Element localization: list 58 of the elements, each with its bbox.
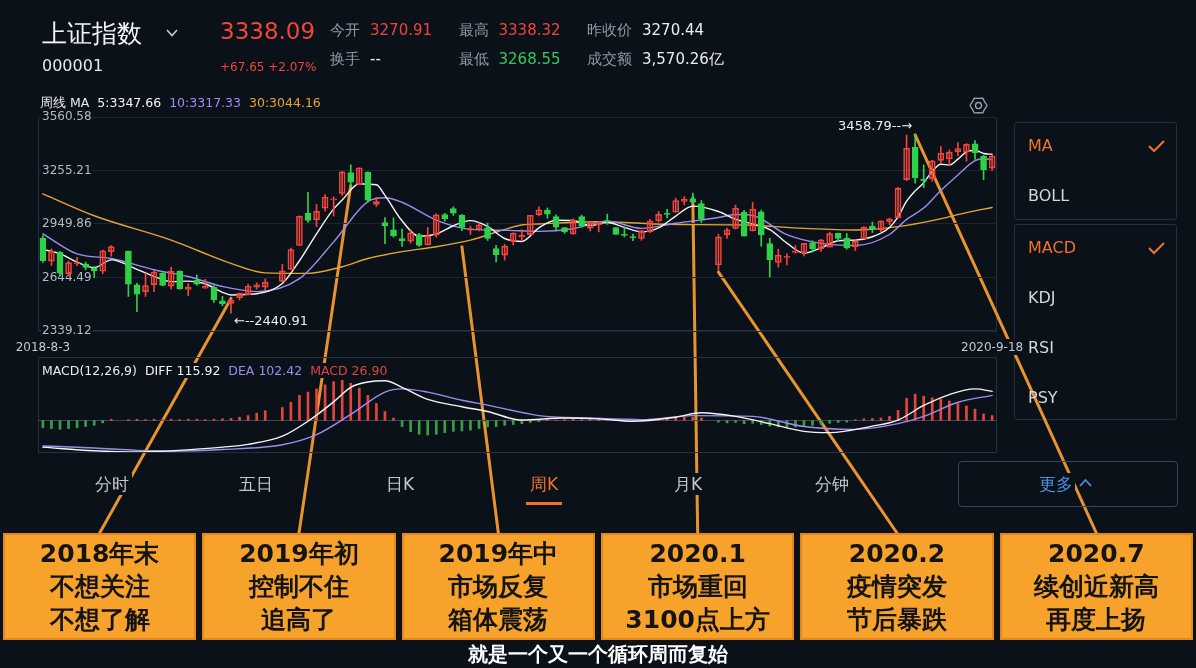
text: 分钟	[812, 473, 852, 495]
text: KDJ	[1028, 288, 1056, 308]
text: 最高	[458, 21, 489, 40]
legend-title: 周线 MA	[40, 95, 90, 111]
text: --	[370, 50, 381, 69]
text: MACD	[1028, 238, 1076, 258]
text: 成交额	[587, 50, 632, 69]
note-box: 2020.2 疫情突发 节后暴跌	[800, 533, 994, 640]
text: 周K	[526, 473, 562, 495]
text: MA	[1028, 136, 1053, 156]
annotation: 2019年初	[239, 538, 359, 570]
y-tick-label: 3560.58	[42, 109, 92, 124]
legend-title: MACD(12,26,9)	[42, 363, 137, 378]
text: 3,570.26亿	[642, 50, 724, 69]
annotation: 2018年末	[39, 538, 160, 570]
annotation: 2020.7	[1048, 538, 1145, 570]
text: 分时	[92, 473, 132, 495]
series-label: MACD 26.90	[310, 363, 388, 378]
annotation: 2020.2	[848, 538, 946, 570]
note-box: 2019年中 市场反复 箱体震荡	[401, 533, 595, 640]
x-tick-label: 2018-8-3	[15, 340, 71, 355]
text: 日K	[382, 473, 418, 495]
more-button: 更多	[958, 461, 1178, 507]
y-tick-label: 3255.21	[42, 162, 92, 177]
text: 五日	[236, 473, 276, 495]
annotation: 2019年中	[438, 538, 559, 570]
text: 最低	[458, 50, 489, 69]
text: +67.65 +2.07%	[220, 60, 317, 74]
note-box: 2020.1 市场重回 3100点上方	[601, 533, 795, 640]
text: 今开	[330, 21, 360, 40]
text: RSI	[1028, 338, 1054, 358]
y-tick-label: 2949.86	[42, 216, 92, 231]
text: 上证指数	[42, 18, 142, 50]
text: 3270.44	[642, 21, 705, 40]
text: 30:3044.16	[248, 95, 321, 112]
text: 000001	[42, 56, 104, 75]
text: 10:3317.33	[169, 95, 241, 112]
x-tick-label: 2020-9-18	[961, 340, 1024, 355]
y-tick-label: 2644.49	[42, 269, 92, 284]
annotation: 3458.79--→	[838, 118, 913, 134]
note-box: 2019年初 控制不住 追高了	[202, 533, 396, 640]
text: 换手	[330, 50, 360, 69]
text: 3270.91	[370, 21, 433, 40]
text: 昨收价	[587, 21, 632, 40]
text: 5:3347.66	[97, 95, 162, 112]
note-box: 2020.7 续创近新高 再度上扬	[999, 533, 1193, 640]
annotation: 2020.1	[649, 538, 746, 570]
y-tick-label: 2339.12	[42, 323, 92, 338]
text: DIFF 115.92	[144, 363, 221, 378]
text: 就是一个又一个循环周而复始	[468, 642, 728, 666]
text: 3338.09	[220, 18, 316, 44]
note-box: 2018年末 不想关注 不想了解	[3, 533, 197, 640]
text: BOLL	[1028, 186, 1070, 206]
text: 3268.55	[498, 50, 561, 69]
text: 月K	[670, 473, 706, 495]
annotation: ←--2440.91	[234, 312, 309, 328]
text: DEA 102.42	[228, 363, 303, 378]
text: 3338.32	[498, 21, 561, 40]
